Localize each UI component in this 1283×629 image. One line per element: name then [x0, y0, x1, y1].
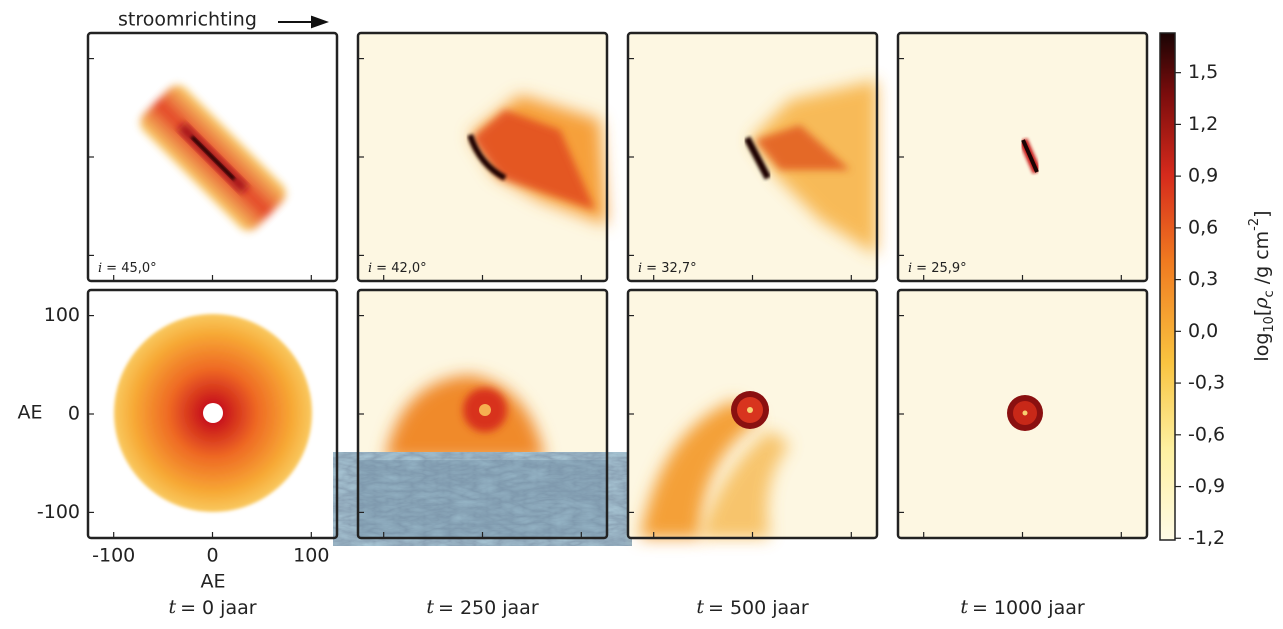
inclination-label-symbol: i — [908, 261, 912, 276]
colorbar-tick-label: 0,9 — [1188, 165, 1218, 187]
y-tick-label: 100 — [44, 304, 80, 326]
time-label-text: = 0 jaar — [180, 597, 257, 619]
panel — [898, 33, 1147, 281]
colorbar-label-part: c — [1262, 290, 1277, 297]
panel — [358, 290, 607, 538]
colorbar-label-part: log — [1251, 333, 1273, 362]
time-label: t= 500 jaar — [696, 596, 808, 619]
time-label: t= 250 jaar — [426, 596, 538, 619]
colorbar-label: log10[ρc /g cm-2] — [1247, 210, 1277, 361]
colorbar-tick-label: 0,3 — [1188, 268, 1218, 290]
y-tick-label: 0 — [68, 403, 80, 425]
colorbar-label-part: -2 — [1247, 218, 1262, 231]
inclination-label-text: = 42,0° — [376, 261, 426, 276]
x-tick-label: 0 — [206, 545, 218, 567]
time-label-text: = 1000 jaar — [972, 597, 1085, 619]
panel — [628, 290, 877, 538]
time-label-text: = 500 jaar — [708, 597, 809, 619]
colorbar-tick-label: -0,3 — [1188, 372, 1225, 394]
colorbar-tick-label: 1,2 — [1188, 113, 1218, 135]
inclination-label-symbol: i — [368, 261, 372, 276]
inclination-label: i = 42,0° — [368, 261, 427, 276]
time-label-text: = 250 jaar — [438, 597, 539, 619]
colorbar-label-part: 10 — [1262, 316, 1277, 333]
time-label: t= 0 jaar — [168, 596, 256, 619]
panel — [88, 290, 337, 538]
time-label-symbol: t — [426, 596, 434, 618]
colorbar-tick-label: 0,0 — [1188, 320, 1218, 342]
inclination-label-text: = 32,7° — [646, 261, 696, 276]
panel — [88, 33, 337, 281]
inclination-label-symbol: i — [98, 261, 102, 276]
colorbar-tick-label: 0,6 — [1188, 216, 1218, 238]
time-label: t= 1000 jaar — [960, 596, 1085, 619]
time-label-symbol: t — [168, 596, 176, 618]
time-label-symbol: t — [696, 596, 704, 618]
colorbar-label-part: /g cm — [1251, 231, 1273, 291]
x-axis-label: AE — [200, 571, 225, 593]
panel — [358, 33, 607, 281]
panel — [628, 33, 877, 281]
colorbar — [1160, 33, 1175, 540]
panels — [88, 33, 1147, 538]
colorbar-tick-label: -0,6 — [1188, 423, 1225, 445]
time-label-symbol: t — [960, 596, 968, 618]
colorbar-label-part: [ — [1251, 309, 1273, 316]
colorbar-tick-label: -0,9 — [1188, 475, 1225, 497]
inclination-label: i = 32,7° — [638, 261, 697, 276]
inclination-label: i = 45,0° — [98, 261, 157, 276]
x-tick-label: -100 — [92, 545, 135, 567]
inclination-label: i = 25,9° — [908, 261, 967, 276]
panel — [898, 290, 1147, 538]
flow-arrow — [278, 17, 326, 27]
inclination-label-text: = 45,0° — [106, 261, 156, 276]
figure: stroomrichting AE AE -100 0 100 -100 0 100 i = … — [0, 0, 1283, 625]
colorbar-label-part: ] — [1251, 210, 1273, 217]
colorbar-tick-label: -1,2 — [1188, 527, 1225, 549]
y-axis-label: AE — [17, 402, 42, 424]
colorbar-tick-label: 1,5 — [1188, 61, 1218, 83]
y-tick-label: -100 — [37, 501, 80, 523]
x-tick-label: 100 — [293, 545, 329, 567]
inclination-label-symbol: i — [638, 261, 642, 276]
flow-label: stroomrichting — [118, 9, 257, 31]
colorbar-label-part: ρ — [1250, 297, 1272, 310]
inclination-label-text: = 25,9° — [916, 261, 966, 276]
